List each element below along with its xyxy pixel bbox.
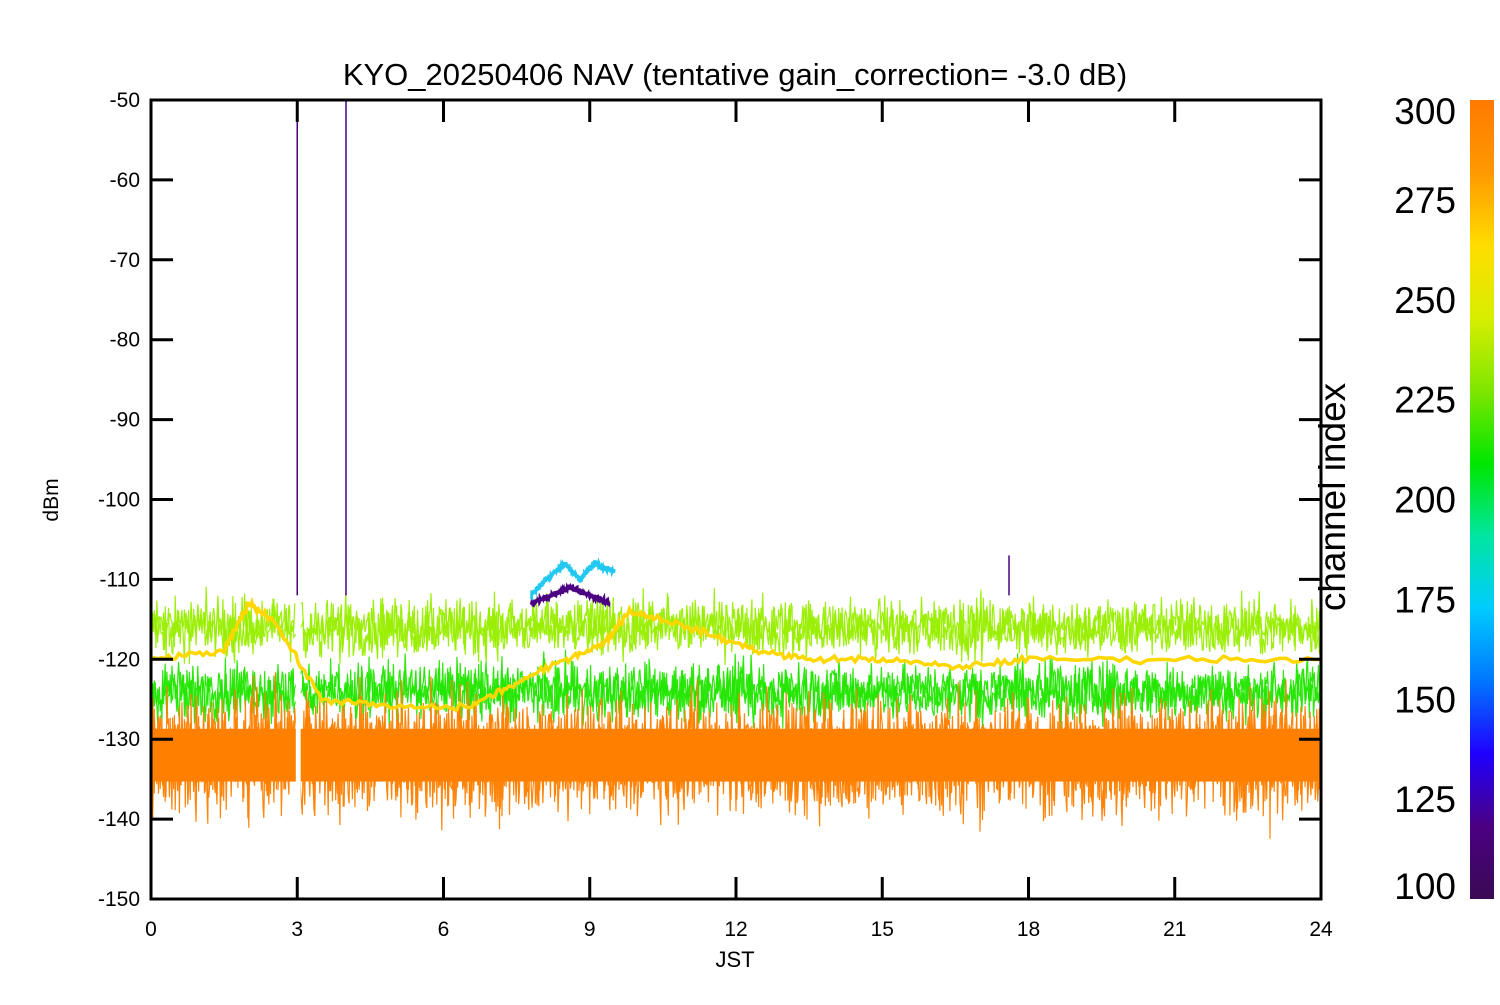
y-tick-label: -50 xyxy=(110,89,140,112)
y-tick-label: -110 xyxy=(100,568,140,591)
series-mid-line xyxy=(151,596,1321,713)
y-tick-label: -130 xyxy=(98,728,140,751)
colorbar xyxy=(1470,100,1494,899)
colorbar-tick-label: 200 xyxy=(1394,480,1456,521)
y-tick-label: -100 xyxy=(98,489,140,512)
series-upper-line xyxy=(151,586,1321,666)
colorbar-tick-label: 150 xyxy=(1394,679,1456,720)
series-noise-floor-core xyxy=(151,728,1321,782)
y-tick-label: -120 xyxy=(98,648,140,671)
y-tick-label: -60 xyxy=(110,169,140,192)
x-tick-label: 21 xyxy=(1163,918,1186,941)
colorbar-tick-label: 125 xyxy=(1394,779,1456,820)
colorbar-tick-label: 275 xyxy=(1394,180,1456,221)
y-tick-label: -70 xyxy=(110,249,140,272)
y-tick-label: -80 xyxy=(110,329,140,352)
chart-title: KYO_20250406 NAV (tentative gain_correct… xyxy=(343,57,1127,92)
colorbar-tick-label: 300 xyxy=(1394,91,1456,132)
y-tick-label: -150 xyxy=(98,888,140,911)
colorbar-tick-label: 175 xyxy=(1394,579,1456,620)
colorbar-tick-label: 100 xyxy=(1394,866,1456,907)
y-tick-label: -140 xyxy=(98,808,140,831)
x-tick-label: 3 xyxy=(291,918,303,941)
x-tick-label: 6 xyxy=(438,918,450,941)
x-axis-label: JST xyxy=(715,947,754,972)
x-tick-label: 12 xyxy=(724,918,747,941)
series-upper-line xyxy=(151,591,1321,664)
colorbar-ticks: 100 125 150 175 200 225 250 275 300 xyxy=(1394,91,1456,907)
series-morning-line xyxy=(529,582,611,608)
colorbar-label: channel index xyxy=(1312,382,1353,611)
data-layer xyxy=(151,100,1321,899)
colorbar-tick-label: 250 xyxy=(1394,280,1456,321)
x-tick-label: 24 xyxy=(1309,918,1333,941)
axes-layer: 0 3 6 9 12 15 18 21 24 -50 -60 -70 -80 -90 -100 -110 -12… xyxy=(98,89,1333,941)
y-tick-label: -90 xyxy=(110,409,140,432)
x-tick-label: 18 xyxy=(1017,918,1040,941)
x-tick-label: 15 xyxy=(871,918,894,941)
x-tick-label: 0 xyxy=(145,918,157,941)
y-axis-label: dBm xyxy=(40,478,63,521)
series-morning-line xyxy=(529,557,616,603)
colorbar-tick-label: 225 xyxy=(1394,380,1456,421)
data-gap xyxy=(295,499,301,899)
x-tick-label: 9 xyxy=(584,918,596,941)
